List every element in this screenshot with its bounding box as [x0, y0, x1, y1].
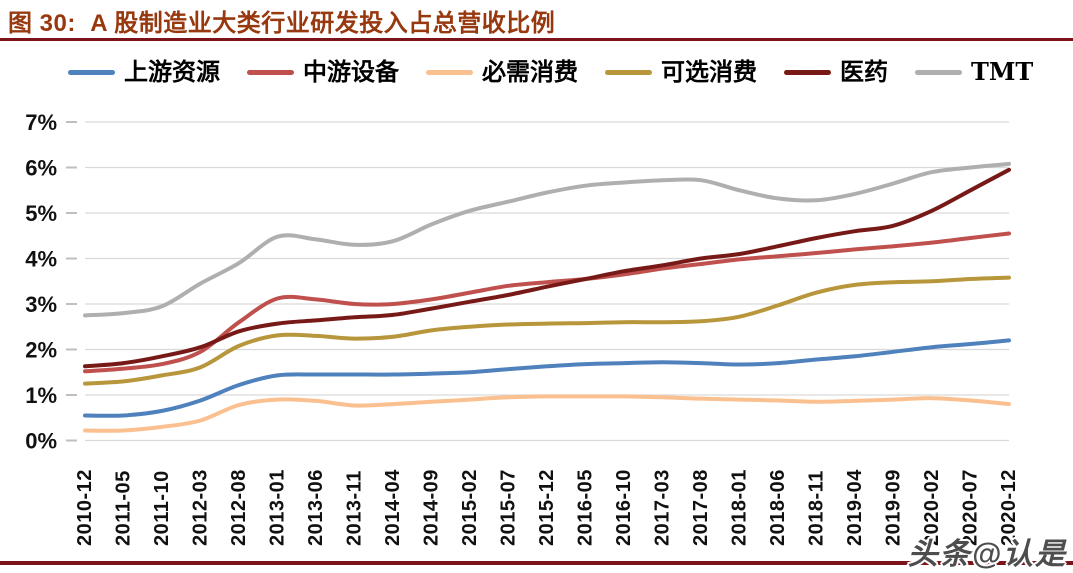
x-tick-label: 2018-11: [806, 470, 828, 546]
legend-item-optional-consumption: 可选消费: [605, 60, 757, 84]
series-line-2: [83, 394, 1011, 433]
legend-line-swatch: [915, 69, 962, 75]
y-tick-label: 6%: [25, 156, 57, 181]
legend-line-swatch: [605, 69, 652, 75]
x-tick-label: 2018-01: [729, 469, 751, 546]
legend-label: TMT: [971, 57, 1034, 86]
x-tick-label: 2020-07: [960, 469, 982, 546]
series-line-4: [83, 167, 1011, 369]
x-tick-label: 2010-12: [74, 469, 96, 546]
chart-title: 图 30: A 股制造业大类行业研发投入占总营收比例: [8, 10, 556, 37]
y-tick-label: 5%: [25, 201, 57, 226]
y-tick-label: 7%: [25, 110, 57, 135]
series-line-3: [83, 275, 1011, 386]
x-tick-label: 2012-08: [228, 469, 250, 546]
x-tick-label: 2017-08: [690, 469, 712, 546]
y-tick-label: 3%: [25, 292, 57, 317]
y-tick-label: 0%: [25, 429, 57, 454]
watermark: 头条@认是: [907, 538, 1067, 571]
legend-item-midstream-equipment: 中游设备: [247, 60, 399, 84]
x-tick-label: 2020-02: [921, 469, 943, 546]
legend-line-swatch: [247, 69, 294, 75]
x-tick-label: 2019-04: [844, 469, 866, 546]
legend-item-essential-consumption: 必需消费: [426, 60, 578, 84]
x-tick-label: 2013-06: [305, 469, 327, 546]
y-tick-label: 2%: [25, 338, 57, 363]
legend-label: 医药: [840, 57, 888, 86]
x-tick-label: 2014-09: [421, 469, 443, 546]
x-tick-label: 2014-04: [382, 469, 404, 546]
legend-line-swatch: [68, 69, 115, 75]
x-tick-label: 2012-03: [190, 469, 212, 546]
x-tick-label: 2011-10: [151, 470, 173, 546]
x-tick-label: 2011-05: [113, 470, 135, 546]
series-line-1: [83, 231, 1011, 374]
legend-label: 上游资源: [124, 57, 220, 86]
legend-label: 必需消费: [482, 57, 578, 86]
x-tick-label: 2016-05: [575, 469, 597, 546]
title-underline: [0, 38, 1073, 41]
bottom-rule: [0, 561, 1073, 565]
x-tick-label: 2013-11: [344, 470, 366, 546]
x-tick-label: 2016-10: [613, 469, 635, 546]
legend: 上游资源 中游设备 必需消费 可选消费 医药 TMT: [68, 56, 1033, 88]
series-line-0: [83, 338, 1011, 418]
legend-label: 可选消费: [661, 57, 757, 86]
series-line-5: [83, 161, 1011, 318]
x-tick-label: 2020-12: [998, 469, 1020, 546]
x-tick-label: 2015-07: [498, 469, 520, 546]
legend-item-upstream-resources: 上游资源: [68, 60, 220, 84]
x-tick-label: 2015-12: [536, 469, 558, 546]
x-tick-label: 2019-09: [883, 469, 905, 546]
x-tick-label: 2013-01: [267, 469, 289, 546]
legend-label: 中游设备: [303, 57, 399, 86]
x-tick-label: 2018-06: [767, 469, 789, 546]
legend-item-pharma: 医药: [784, 60, 888, 84]
x-tick-label: 2017-03: [652, 469, 674, 546]
legend-line-swatch: [426, 69, 473, 75]
legend-line-swatch: [784, 69, 831, 75]
legend-item-tmt: TMT: [915, 60, 1033, 84]
y-tick-label: 4%: [25, 247, 57, 272]
x-tick-label: 2015-02: [459, 469, 481, 546]
y-tick-label: 1%: [25, 383, 57, 408]
